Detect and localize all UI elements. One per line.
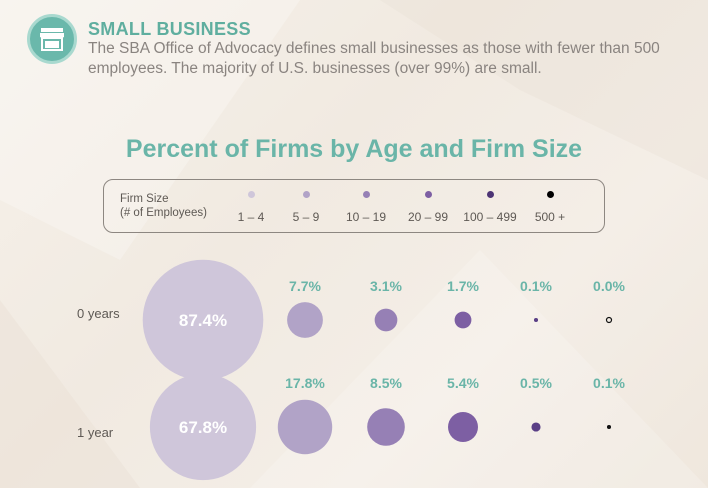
legend-item: 5 – 9 [266, 180, 346, 230]
row-label: 1 year [77, 425, 114, 440]
legend-swatch [302, 191, 310, 198]
legend-item: 20 – 99 [388, 180, 468, 230]
legend-item: 10 – 19 [326, 180, 406, 230]
data-label: 0.5% [520, 375, 552, 391]
data-label: 0.1% [593, 375, 625, 391]
bubble-mark [531, 422, 541, 432]
bubble-mark [142, 259, 264, 381]
data-label: 67.8% [179, 418, 227, 437]
legend-swatch [424, 191, 432, 198]
data-label: 17.8% [285, 375, 325, 391]
bubble-mark [454, 311, 472, 329]
data-label: 87.4% [179, 311, 227, 330]
section-title: SMALL BUSINESS [88, 19, 251, 39]
data-label: 0.1% [520, 278, 552, 294]
bubble-mark [605, 316, 613, 324]
data-label: 5.4% [447, 375, 479, 391]
legend-swatch [546, 191, 554, 198]
data-label: 0.0% [593, 278, 625, 294]
bubble-mark [448, 412, 478, 442]
legend-item: 500 + [510, 180, 590, 230]
data-label: 3.1% [370, 278, 402, 294]
bubble-mark [533, 317, 539, 323]
data-label: 7.7% [289, 278, 321, 294]
data-label: 8.5% [370, 375, 402, 391]
legend-title-line2: (# of Employees) [120, 207, 207, 219]
legend-title: Firm Size (# of Employees) [120, 192, 207, 220]
legend-item: 1 – 4 [211, 180, 291, 230]
bubble-mark [367, 408, 405, 446]
legend-item: 100 – 499 [450, 180, 530, 230]
chart-title: Percent of Firms by Age and Firm Size [125, 135, 583, 163]
bubble-mark [374, 308, 398, 332]
data-label: 1.7% [447, 278, 479, 294]
legend-label: 5 – 9 [292, 210, 320, 224]
legend-swatch [486, 191, 494, 198]
legend-swatch [247, 191, 255, 198]
legend-swatch [362, 191, 370, 198]
legend: Firm Size (# of Employees) 1 – 4 5 – 9 10 … [103, 179, 605, 233]
section-description: The SBA Office of Advocacy defines small… [88, 40, 660, 77]
row-label: 0 years [77, 306, 120, 321]
legend-label: 10 – 19 [345, 210, 387, 224]
bubble-mark [277, 399, 333, 455]
legend-label: 100 – 499 [463, 210, 517, 224]
legend-title-line1: Firm Size [120, 193, 169, 205]
legend-label: 20 – 99 [407, 210, 449, 224]
legend-label: 500 + [534, 210, 566, 224]
bubble-mark [149, 373, 257, 481]
bubble-mark [606, 424, 612, 430]
storefront-icon [27, 14, 77, 64]
bubble-mark [287, 302, 323, 338]
legend-label: 1 – 4 [237, 210, 265, 224]
